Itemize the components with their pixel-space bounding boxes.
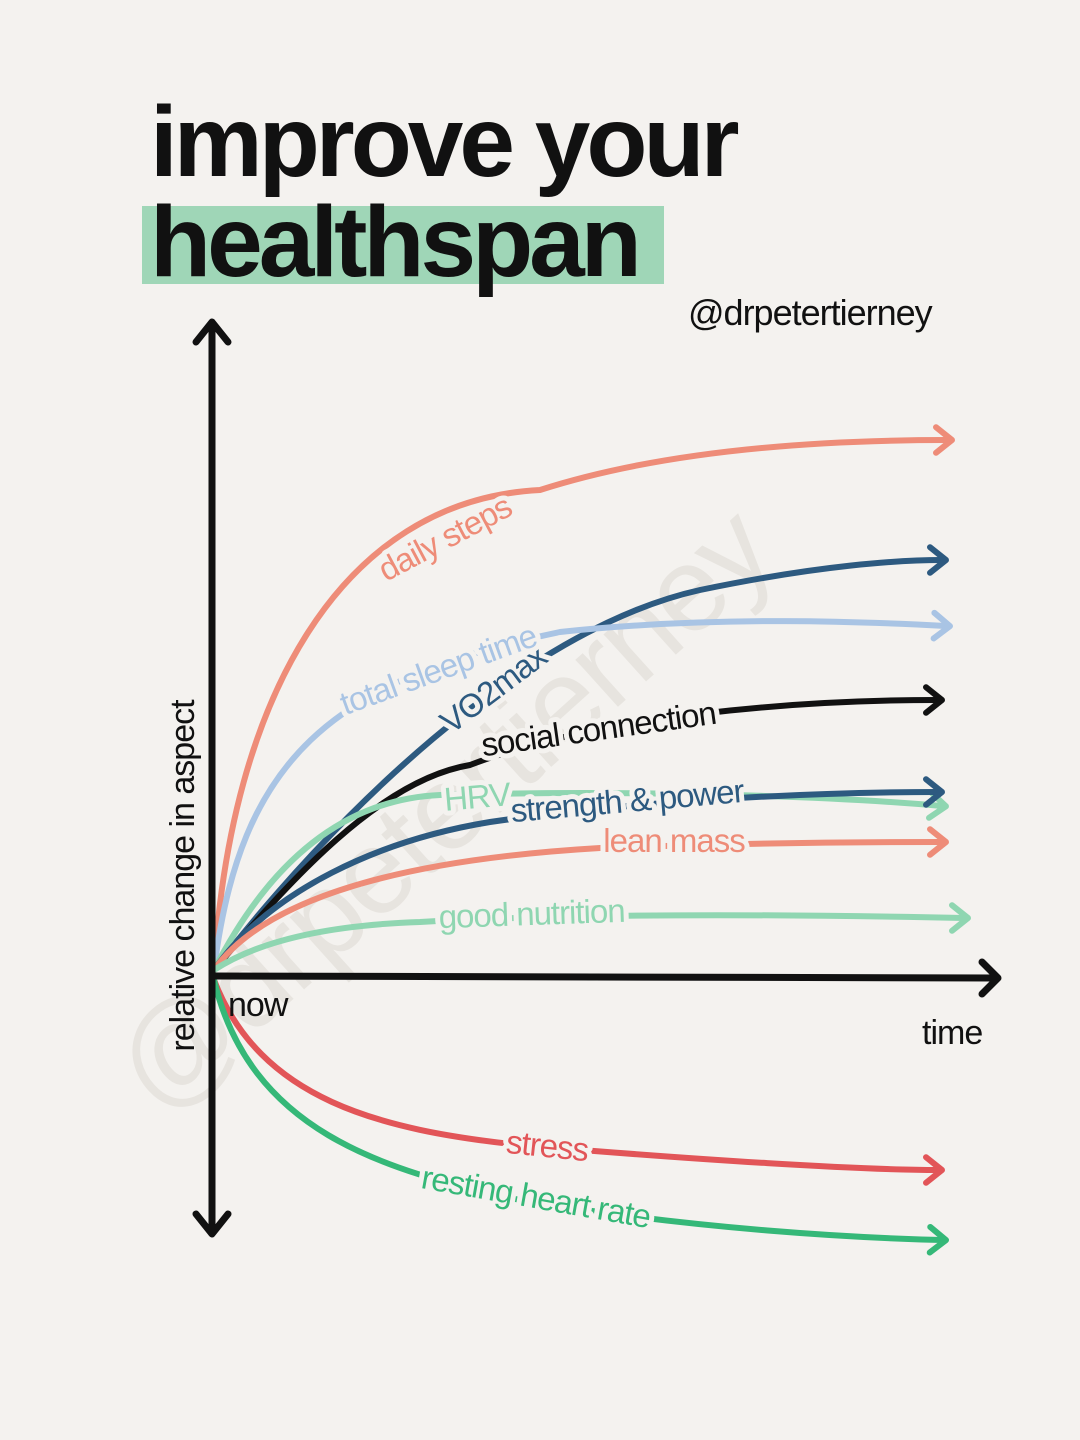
- label-good-nutrition: good nutrition: [438, 892, 625, 935]
- curve-good-nutrition: [211, 912, 967, 973]
- title-block: improve your healthspan: [142, 86, 739, 292]
- title-highlight: [142, 206, 664, 284]
- curve-social-connection: [211, 697, 941, 973]
- curve-lean-mass: [211, 839, 945, 973]
- x-axis-line: [208, 972, 1000, 982]
- curve-daily-steps: [211, 437, 951, 973]
- curve-total-sleep-time: [211, 618, 949, 973]
- title-line-2-text: healthspan: [150, 186, 642, 298]
- label-hrv: HRV: [442, 775, 512, 818]
- y-axis-label: relative change in aspect: [164, 699, 202, 1052]
- curve-vo2max: [211, 557, 945, 973]
- label-resting-heart-rate: resting heart rate: [419, 1158, 653, 1235]
- title-line-2: healthspan: [142, 192, 736, 292]
- label-lean-mass: lean mass: [603, 822, 745, 859]
- x-axis-arrow: [978, 958, 1002, 998]
- curve-stress: [211, 977, 941, 1173]
- label-stress: stress: [504, 1123, 590, 1168]
- curve-strength-power: [211, 789, 941, 973]
- x-axis: [208, 958, 1002, 998]
- curves-group: [211, 424, 971, 1256]
- arrowhead-vo2max: [927, 544, 949, 576]
- arrowhead-lean-mass: [927, 826, 949, 858]
- x-axis-label: time: [922, 1014, 982, 1052]
- author-handle: @drpetertierney: [688, 292, 933, 333]
- arrowhead-daily-steps: [933, 424, 955, 456]
- curve-hrv: [211, 790, 945, 973]
- arrowhead-stress: [923, 1154, 945, 1186]
- curve-resting-heart-rate: [211, 977, 945, 1243]
- y-axis: [192, 318, 232, 1238]
- arrowhead-good-nutrition: [949, 902, 971, 934]
- origin-label: now: [228, 986, 289, 1024]
- title-line-1: improve your: [150, 86, 739, 198]
- arrowhead-total-sleep-time: [930, 609, 953, 642]
- arrowhead-social-connection: [923, 684, 945, 716]
- y-axis-arrow-up: [192, 318, 232, 346]
- y-axis-arrow-down: [192, 1210, 232, 1238]
- arrowhead-resting-heart-rate: [926, 1223, 949, 1256]
- arrowhead-strength-power: [923, 776, 945, 808]
